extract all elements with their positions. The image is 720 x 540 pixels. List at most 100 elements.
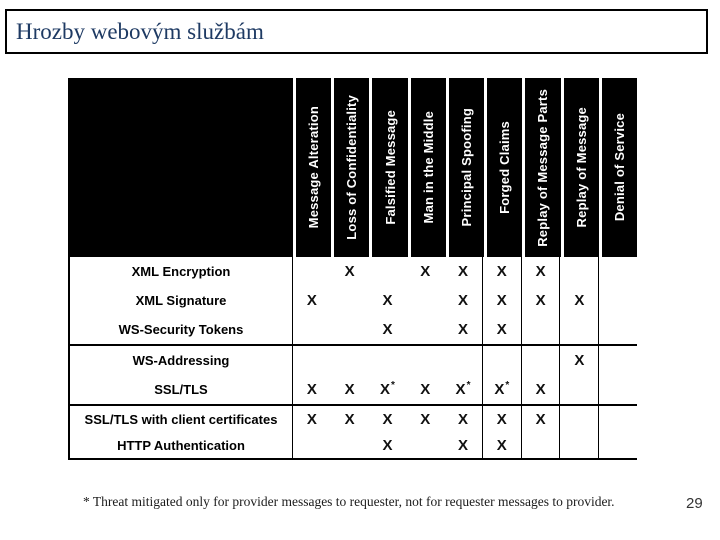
column-header-label: Loss of Confidentiality [344,95,360,240]
x-mark: X [458,410,469,428]
page-title: Hrozby webovým službám [16,18,264,44]
empty-cell [331,432,369,458]
x-mark: X [496,321,507,338]
column-header: Forged Claims [484,78,523,257]
mark-cell: X [560,286,600,315]
header-columns: Message Alteration Loss of Confidentialit… [293,78,637,257]
x-mark: X [535,410,546,428]
page-number: 29 [686,495,703,512]
mark-cell: X [369,315,407,344]
empty-cell [406,432,444,458]
mark-cell: X [293,406,331,432]
asterisk-mark: * [505,380,510,391]
empty-cell [599,257,637,286]
column-header-label: Message Alteration [306,106,322,229]
empty-cell [406,286,444,315]
x-mark: X [420,410,431,428]
empty-cell [293,432,331,458]
table-row: WS-Security Tokens X X X [70,315,637,346]
row-label: HTTP Authentication [70,432,293,458]
mark-cell: X [483,257,522,286]
empty-cell [293,315,331,344]
mark-cell: X [483,432,522,458]
empty-cell [560,375,600,404]
row-label: SSL/TLS with client certificates [70,406,293,432]
mark-cell: X [483,406,522,432]
empty-cell [293,346,331,375]
x-mark: X [382,410,393,428]
asterisk-mark: * [466,380,471,391]
x-mark: X [458,263,469,280]
mark-cell: X [444,286,483,315]
mark-cell: X [444,406,483,432]
row-label: WS-Security Tokens [70,315,293,344]
empty-cell [522,432,561,458]
column-header-label: Man in the Middle [420,111,436,224]
empty-cell [331,315,369,344]
mark-cell: X [369,432,407,458]
empty-cell [560,315,600,344]
empty-cell [369,257,407,286]
matrix-body: XML Encryption X X X X X XML Signature X X X X X X WS… [68,257,637,460]
empty-cell [483,346,522,375]
row-label: XML Encryption [70,257,293,286]
mark-cell: X * [444,375,483,404]
x-mark: X [496,292,507,309]
mark-cell: X [444,315,483,344]
row-label: SSL/TLS [70,375,293,404]
mark-cell: X [406,406,444,432]
x-mark: X [535,381,546,398]
footnote: * Threat mitigated only for provider mes… [83,494,615,509]
mark-cell: X * [483,375,522,404]
table-row: SSL/TLS with client certificates X X X X X X X [70,406,637,432]
column-header-label: Forged Claims [497,121,513,214]
mark-cell: X [560,346,600,375]
column-header: Replay of Message [560,78,599,257]
mark-cell: X [522,375,561,404]
x-mark: X [420,381,431,398]
table-row: XML Encryption X X X X X [70,257,637,286]
mark-cell: X [293,375,331,404]
column-header-label: Falsified Message [382,110,398,225]
matrix-header: Message Alteration Loss of Confidentialit… [68,78,637,257]
column-header: Man in the Middle [407,78,446,257]
x-mark: X [379,381,390,398]
x-mark: X [306,292,317,309]
mark-cell: X [331,406,369,432]
x-mark: X [574,352,585,369]
empty-cell [599,406,637,432]
x-mark: X [496,436,507,454]
x-mark: X [420,263,431,280]
x-mark: X [382,321,393,338]
threat-matrix-table: Message Alteration Loss of Confidentialit… [68,78,637,460]
empty-cell [369,346,407,375]
x-mark: X [458,292,469,309]
table-row: WS-Addressing X [70,346,637,375]
x-mark: X [494,381,505,398]
empty-cell [406,315,444,344]
empty-cell [560,406,600,432]
column-header: Denial of Service [598,78,637,257]
row-label: XML Signature [70,286,293,315]
mark-cell: X [369,286,407,315]
x-mark: X [382,292,393,309]
empty-cell [599,315,637,344]
x-mark: X [306,410,317,428]
mark-cell: X [406,257,444,286]
column-header: Replay of Message Parts [522,78,561,257]
mark-cell: X [293,286,331,315]
x-mark: X [382,436,393,454]
x-mark: X [306,381,317,398]
empty-cell [522,346,561,375]
empty-cell [599,346,637,375]
column-header-label: Replay of Message [573,107,589,228]
table-row: SSL/TLS X X X * X X * X * X [70,375,637,406]
column-header: Falsified Message [369,78,408,257]
column-header: Principal Spoofing [445,78,485,257]
title-box: Hrozby webovým službám [5,9,708,54]
x-mark: X [344,263,355,280]
table-row: HTTP Authentication X X X [70,432,637,460]
empty-cell [331,286,369,315]
column-header: Loss of Confidentiality [331,78,370,257]
